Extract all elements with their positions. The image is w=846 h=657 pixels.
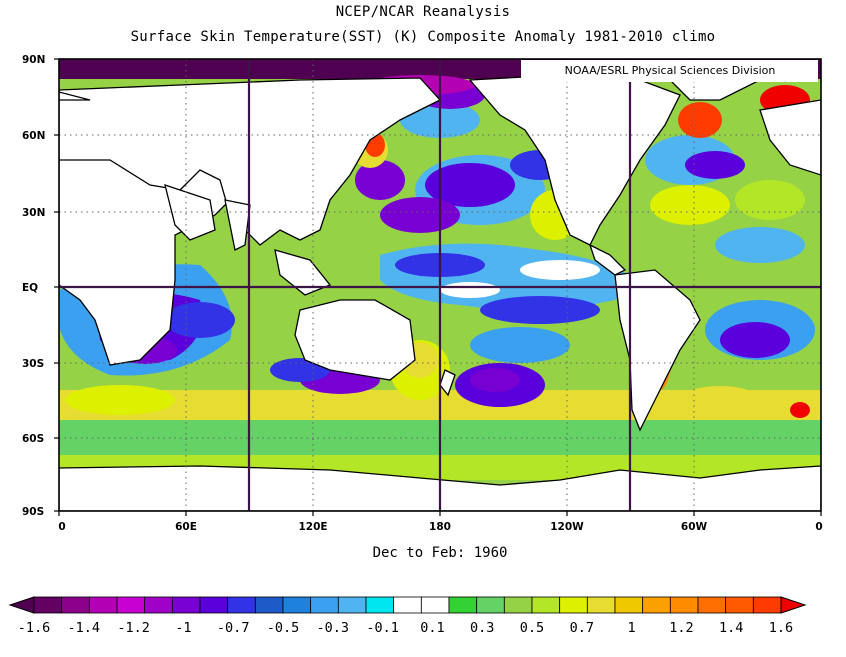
colorbar [8, 596, 807, 614]
box-lines [59, 59, 821, 511]
colorbar-swatch [448, 596, 478, 614]
x-tick-label: 60E [175, 521, 197, 533]
colorbar-tick-label: -1.2 [117, 620, 150, 636]
y-tick-label: 90S [22, 506, 45, 518]
colorbar-swatch [171, 596, 201, 614]
colorbar-left-arrow [8, 596, 35, 614]
colorbar-tick-label: -0.5 [266, 620, 300, 636]
x-tick-label: 120W [550, 521, 584, 533]
colorbar-swatch [503, 596, 533, 614]
colorbar-swatch [227, 596, 256, 614]
colorbar-right-arrow [780, 596, 807, 614]
time-period-label: Dec to Feb: 1960 [372, 545, 508, 561]
colorbar-tick-label: 0.5 [519, 620, 545, 636]
colorbar-tick-label: 0.3 [469, 620, 495, 636]
y-tick-label: 30N [22, 207, 46, 219]
colorbar-swatch [752, 596, 782, 614]
colorbar-swatch [144, 596, 173, 614]
colorbar-swatch [61, 596, 90, 614]
colorbar-swatch [310, 596, 339, 614]
colorbar-swatch [586, 596, 616, 614]
credit-label: NOAA/ESRL Physical Sciences Division [521, 60, 818, 82]
y-tick-label: 30S [22, 358, 45, 370]
colorbar-tick-label: -0.7 [216, 620, 250, 636]
colorbar-swatch [116, 596, 146, 614]
colorbar-swatch [33, 596, 63, 614]
colorbar-tick-label: -0.3 [316, 620, 350, 636]
colorbar-swatch [199, 596, 229, 614]
y-tick-label: 60S [22, 433, 45, 445]
colorbar-tick-label: 0.1 [420, 620, 445, 636]
colorbar-tick-label: 1.2 [669, 620, 694, 636]
x-tick-label: 180 [429, 521, 451, 533]
y-tick-label: 60N [22, 130, 46, 142]
x-tick-label: 120E [298, 521, 328, 533]
colorbar-swatch [282, 596, 312, 614]
colorbar-tick-label: -1.4 [67, 620, 101, 636]
tick-marks [54, 58, 822, 516]
x-tick-label: 0 [815, 521, 823, 533]
x-tick-label: 0 [58, 521, 66, 533]
chart-title: NCEP/NCAR Reanalysis [335, 4, 511, 20]
colorbar-swatch [697, 596, 727, 614]
colorbar-tick-label: 1 [627, 620, 636, 636]
y-tick-label: EQ [22, 282, 39, 294]
chart-subtitle: Surface Skin Temperature(SST) (K) Compos… [130, 29, 716, 45]
colorbar-swatch [393, 596, 422, 614]
colorbar-tick-label: -1.6 [17, 620, 51, 636]
colorbar-tick-label: -0.1 [366, 620, 399, 636]
x-tick-label: 60W [680, 521, 708, 533]
colorbar-swatch [669, 596, 699, 614]
colorbar-swatch [337, 596, 367, 614]
colorbar-swatch [365, 596, 395, 614]
colorbar-swatch [531, 596, 561, 614]
colorbar-swatch [88, 596, 118, 614]
colorbar-tick-label: 1.6 [768, 620, 794, 636]
colorbar-swatch [476, 596, 505, 614]
colorbar-swatch [420, 596, 450, 614]
y-tick-label: 90N [22, 54, 46, 66]
colorbar-tick-label: -1 [175, 620, 192, 636]
colorbar-swatch [254, 596, 284, 614]
colorbar-swatch [559, 596, 588, 614]
colorbar-tick-label: 1.4 [718, 620, 744, 636]
colorbar-swatch [614, 596, 644, 614]
colorbar-tick-label: 0.7 [569, 620, 594, 636]
colorbar-swatch [725, 596, 754, 614]
colorbar-swatch [642, 596, 671, 614]
